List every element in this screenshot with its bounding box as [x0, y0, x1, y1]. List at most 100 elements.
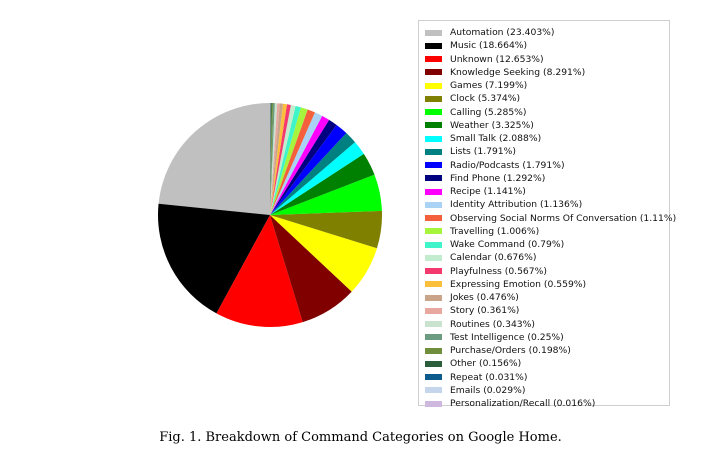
legend-label: Calling (5.285%) — [450, 106, 527, 118]
legend-label: Other (0.156%) — [450, 358, 522, 370]
legend-item: Radio/Podcasts (1.791%) — [425, 159, 669, 172]
legend-item: Travelling (1.006%) — [425, 225, 669, 238]
legend-item: Expressing Emotion (0.559%) — [425, 278, 669, 291]
legend-label: Identity Attribution (1.136%) — [450, 199, 583, 211]
legend-swatch — [425, 215, 442, 222]
legend-swatch — [425, 307, 442, 314]
legend-swatch — [425, 321, 442, 328]
legend-swatch — [425, 281, 442, 288]
legend-label: Repeat (0.031%) — [450, 371, 528, 383]
legend-label: Find Phone (1.292%) — [450, 172, 546, 184]
legend-label: Knowledge Seeking (8.291%) — [450, 66, 586, 78]
pie-slice-12 — [270, 115, 330, 215]
pie-slice-19 — [270, 103, 287, 215]
pie-slice-3 — [270, 215, 352, 323]
pie-slice-23 — [270, 103, 275, 215]
pie-slice-5 — [270, 210, 383, 249]
legend-item: Weather (3.325%) — [425, 119, 669, 132]
pie-slice-4 — [270, 215, 377, 292]
legend-label: Recipe (1.141%) — [450, 186, 526, 198]
pie-slice-11 — [270, 119, 337, 215]
legend-item: Routines (0.343%) — [425, 318, 669, 331]
legend-label: Calendar (0.676%) — [450, 252, 537, 264]
legend-swatch — [425, 360, 442, 367]
legend-swatch — [425, 254, 442, 261]
legend-swatch — [425, 42, 442, 49]
legend-swatch — [425, 294, 442, 301]
pie-slice-0 — [158, 103, 270, 215]
legend-item: Test Intelligence (0.25%) — [425, 331, 669, 344]
legend-item: Calling (5.285%) — [425, 106, 669, 119]
legend-swatch — [425, 241, 442, 248]
legend-item: Playfulness (0.567%) — [425, 265, 669, 278]
legend-swatch — [425, 162, 442, 169]
pie-slice-17 — [270, 104, 296, 215]
legend-item: Knowledge Seeking (8.291%) — [425, 66, 669, 79]
legend-swatch — [425, 95, 442, 102]
legend-label: Observing Social Norms Of Conversation (… — [450, 212, 677, 224]
legend-swatch — [425, 334, 442, 341]
legend-swatch — [425, 69, 442, 76]
pie-slice-14 — [270, 109, 315, 215]
pie-slice-15 — [270, 107, 308, 215]
legend-label: Personalization/Recall (0.016%) — [450, 398, 596, 410]
legend-label: Emails (0.029%) — [450, 384, 526, 396]
legend-swatch — [425, 228, 442, 235]
pie-slice-25 — [270, 103, 272, 215]
pie-slice-13 — [270, 112, 323, 215]
pie-slice-18 — [270, 104, 291, 215]
pie-chart — [158, 102, 383, 327]
legend-label: Games (7.199%) — [450, 80, 528, 92]
legend-item: Unknown (12.653%) — [425, 53, 669, 66]
legend-item: Personalization/Recall (0.016%) — [425, 397, 669, 410]
legend-item: Repeat (0.031%) — [425, 371, 669, 384]
pie-slice-16 — [270, 105, 301, 215]
legend-swatch — [425, 387, 442, 394]
pie-slice-24 — [270, 103, 274, 215]
pie-slice-9 — [270, 133, 356, 215]
legend-label: Unknown (12.653%) — [450, 53, 544, 65]
legend-label: Expressing Emotion (0.559%) — [450, 278, 587, 290]
legend-swatch — [425, 400, 442, 407]
legend-item: Recipe (1.141%) — [425, 185, 669, 198]
legend-label: Playfulness (0.567%) — [450, 265, 547, 277]
legend-item: Emails (0.029%) — [425, 384, 669, 397]
legend-swatch — [425, 56, 442, 63]
chart-legend: Automation (23.403%) Music (18.664%) Unkno… — [418, 20, 676, 409]
legend-swatch — [425, 109, 442, 116]
legend-swatch — [425, 201, 442, 208]
legend-label: Travelling (1.006%) — [450, 225, 540, 237]
legend-label: Weather (3.325%) — [450, 119, 534, 131]
legend-item: Wake Command (0.79%) — [425, 238, 669, 251]
legend-item: Music (18.664%) — [425, 39, 669, 52]
pie-slice-20 — [270, 103, 284, 215]
legend-item: Automation (23.403%) — [425, 26, 669, 39]
legend-item: Observing Social Norms Of Conversation (… — [425, 212, 676, 225]
pie-slice-6 — [270, 174, 382, 215]
legend-item: Jokes (0.476%) — [425, 291, 669, 304]
legend-swatch — [425, 188, 442, 195]
legend-swatch — [425, 148, 442, 155]
legend-label: Radio/Podcasts (1.791%) — [450, 159, 565, 171]
legend-item: Find Phone (1.292%) — [425, 172, 669, 185]
legend-swatch — [425, 82, 442, 89]
legend-swatch — [425, 347, 442, 354]
legend-label: Small Talk (2.088%) — [450, 133, 542, 145]
legend-item: Clock (5.374%) — [425, 92, 669, 105]
figure-caption: Fig. 1. Breakdown of Command Categories … — [159, 430, 562, 445]
pie-slice-1 — [158, 203, 270, 314]
legend-item: Purchase/Orders (0.198%) — [425, 344, 669, 357]
pie-slice-2 — [216, 215, 303, 327]
pie-slice-21 — [270, 103, 280, 215]
pie-slice-8 — [270, 142, 364, 215]
legend-item: Other (0.156%) — [425, 357, 669, 370]
legend-item: Calendar (0.676%) — [425, 251, 669, 264]
legend-swatch — [425, 175, 442, 182]
legend-swatch — [425, 268, 442, 275]
legend-label: Clock (5.374%) — [450, 93, 521, 105]
pie-slice-10 — [270, 124, 347, 215]
legend-label: Wake Command (0.79%) — [450, 239, 565, 251]
legend-label: Lists (1.791%) — [450, 146, 516, 158]
legend-item: Story (0.361%) — [425, 304, 669, 317]
legend-label: Purchase/Orders (0.198%) — [450, 345, 571, 357]
